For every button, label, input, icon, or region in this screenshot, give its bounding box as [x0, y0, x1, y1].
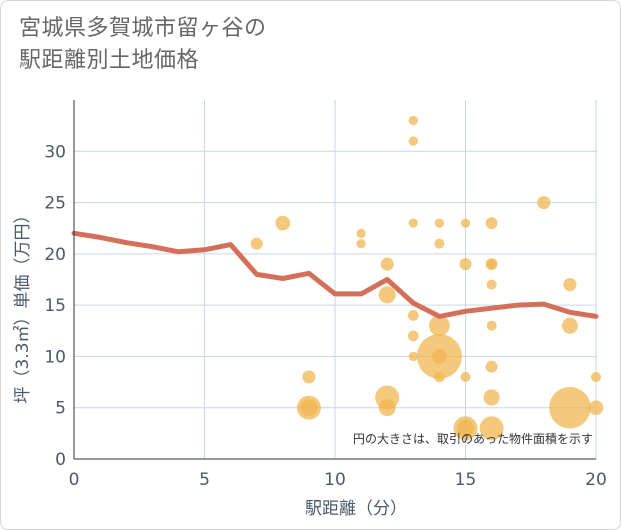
- data-bubble: [434, 238, 445, 249]
- data-bubble: [432, 349, 447, 364]
- x-axis-title: 駅距離（分）: [305, 499, 407, 519]
- data-bubble: [483, 389, 500, 406]
- x-tick-label: 5: [199, 470, 210, 490]
- data-bubble: [356, 238, 366, 249]
- data-bubble: [486, 259, 497, 269]
- data-bubble: [378, 399, 396, 417]
- y-tick-label: 30: [44, 142, 66, 162]
- data-bubble: [408, 136, 418, 146]
- y-axis-title: 坪（3.3㎡）単価（万円）: [13, 206, 33, 403]
- data-bubble: [434, 371, 445, 383]
- data-bubble: [459, 258, 472, 271]
- chart-title-line-2: 駅距離別土地価格: [19, 48, 200, 73]
- data-bubble: [434, 218, 445, 228]
- y-tick-label: 10: [44, 347, 66, 367]
- y-tick-label: 15: [44, 296, 66, 316]
- y-tick-label: 0: [55, 450, 66, 470]
- data-bubble: [485, 217, 498, 230]
- data-bubble: [457, 419, 474, 437]
- data-bubble: [479, 416, 504, 441]
- data-bubble: [407, 310, 419, 321]
- data-bubble: [460, 218, 471, 228]
- chart-title: 宮城県多賀城市留ヶ谷の 駅距離別土地価格: [19, 13, 267, 77]
- transaction-bubbles: [250, 115, 604, 441]
- bubble-size-note: 円の大きさは、取引のあった物件面積を示す: [353, 431, 593, 446]
- data-bubble: [380, 257, 394, 271]
- data-bubble: [302, 370, 316, 384]
- data-bubble: [549, 386, 591, 429]
- y-tick-label: 5: [55, 399, 66, 419]
- trend-line: [71, 230, 599, 319]
- y-tick-label: 25: [44, 194, 66, 214]
- grid-lines: [73, 100, 597, 460]
- data-bubble: [588, 400, 604, 416]
- data-bubble: [486, 279, 497, 290]
- data-bubble: [378, 286, 396, 304]
- data-bubble: [590, 371, 602, 382]
- axes: 0 5 10 15 20 25 30 0 5 10 15 20: [44, 100, 607, 490]
- data-bubble: [356, 228, 366, 238]
- data-bubble: [408, 115, 418, 126]
- x-tick-label: 20: [585, 470, 607, 490]
- x-tick-label: 0: [69, 470, 80, 490]
- data-bubble: [485, 360, 498, 373]
- data-bubble: [250, 237, 263, 250]
- data-bubble: [561, 317, 578, 334]
- average-price-line: [71, 230, 599, 319]
- x-tick-label: 10: [324, 470, 346, 490]
- data-bubble: [408, 351, 418, 362]
- data-bubble: [429, 315, 450, 337]
- chart-title-line-1: 宮城県多賀城市留ヶ谷の: [19, 16, 267, 41]
- data-bubble: [408, 218, 418, 228]
- data-bubble: [275, 215, 291, 231]
- data-bubble: [563, 278, 577, 292]
- data-bubble: [300, 399, 318, 417]
- x-tick-label: 15: [455, 470, 477, 490]
- data-bubble: [407, 330, 419, 342]
- data-bubble: [460, 371, 471, 382]
- data-bubble: [486, 320, 497, 331]
- data-bubble: [537, 195, 551, 210]
- y-tick-label: 20: [44, 245, 66, 265]
